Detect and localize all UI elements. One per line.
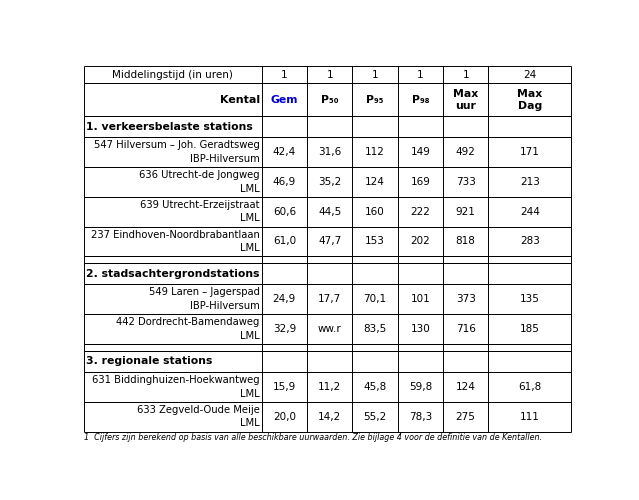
Text: 639 Utrecht-Erzeijstraat: 639 Utrecht-Erzeijstraat <box>140 200 259 210</box>
Text: LML: LML <box>240 214 259 224</box>
Text: IBP-Hilversum: IBP-Hilversum <box>190 154 259 164</box>
Text: 70,1: 70,1 <box>364 294 387 304</box>
Text: 633 Zegveld-Oude Meije: 633 Zegveld-Oude Meije <box>137 405 259 415</box>
Text: 24: 24 <box>523 70 536 80</box>
Text: 547 Hilversum – Joh. Geradtsweg: 547 Hilversum – Joh. Geradtsweg <box>94 140 259 150</box>
Text: 1: 1 <box>327 70 333 80</box>
Text: 61,8: 61,8 <box>518 382 541 392</box>
Text: 631 Biddinghuizen-Hoekwantweg: 631 Biddinghuizen-Hoekwantweg <box>92 375 259 385</box>
Text: 124: 124 <box>456 382 475 392</box>
Text: Gem: Gem <box>270 94 298 104</box>
Text: 32,9: 32,9 <box>273 324 296 334</box>
Text: 83,5: 83,5 <box>364 324 387 334</box>
Text: 636 Utrecht-de Jongweg: 636 Utrecht-de Jongweg <box>139 170 259 180</box>
Text: 42,4: 42,4 <box>273 147 296 157</box>
Text: Max
Dag: Max Dag <box>517 89 543 110</box>
Text: 202: 202 <box>410 236 430 246</box>
Text: 20,0: 20,0 <box>273 412 296 422</box>
Text: 2. stadsachtergrondstations: 2. stadsachtergrondstations <box>86 269 260 279</box>
Text: 1: 1 <box>281 70 288 80</box>
Text: 78,3: 78,3 <box>409 412 432 422</box>
Text: LML: LML <box>240 184 259 194</box>
Text: ww.r: ww.r <box>318 324 342 334</box>
Text: 55,2: 55,2 <box>364 412 387 422</box>
Text: 733: 733 <box>456 177 475 187</box>
Text: 35,2: 35,2 <box>318 177 341 187</box>
Text: 11,2: 11,2 <box>318 382 341 392</box>
Text: 112: 112 <box>365 147 385 157</box>
Text: 61,0: 61,0 <box>273 236 296 246</box>
Text: Max
uur: Max uur <box>453 89 478 110</box>
Text: 275: 275 <box>456 412 475 422</box>
Text: LML: LML <box>240 331 259 341</box>
Text: 169: 169 <box>410 177 430 187</box>
Text: 45,8: 45,8 <box>364 382 387 392</box>
Text: 1  Cijfers zijn berekend op basis van alle beschikbare uurwaarden. Zie bijlage 4: 1 Cijfers zijn berekend op basis van all… <box>84 434 542 442</box>
Text: IBP-Hilversum: IBP-Hilversum <box>190 301 259 311</box>
Text: 124: 124 <box>365 177 385 187</box>
Text: Middelingstijd (in uren): Middelingstijd (in uren) <box>112 70 233 80</box>
Text: 185: 185 <box>520 324 540 334</box>
Text: 14,2: 14,2 <box>318 412 341 422</box>
Text: 171: 171 <box>520 147 540 157</box>
Text: 244: 244 <box>520 206 540 216</box>
Text: 24,9: 24,9 <box>273 294 296 304</box>
Text: 283: 283 <box>520 236 540 246</box>
Text: 213: 213 <box>520 177 540 187</box>
Text: Kental: Kental <box>220 94 259 104</box>
Text: 135: 135 <box>520 294 540 304</box>
Text: 549 Laren – Jagerspad: 549 Laren – Jagerspad <box>149 288 259 298</box>
Text: 716: 716 <box>456 324 475 334</box>
Text: 492: 492 <box>456 147 475 157</box>
Text: 47,7: 47,7 <box>318 236 341 246</box>
Text: 111: 111 <box>520 412 540 422</box>
Text: LML: LML <box>240 418 259 428</box>
Text: 31,6: 31,6 <box>318 147 341 157</box>
Text: 818: 818 <box>456 236 475 246</box>
Text: 15,9: 15,9 <box>273 382 296 392</box>
Text: 3. regionale stations: 3. regionale stations <box>86 356 213 366</box>
Text: 373: 373 <box>456 294 475 304</box>
Text: 921: 921 <box>456 206 475 216</box>
Text: 101: 101 <box>410 294 430 304</box>
Text: 1: 1 <box>417 70 424 80</box>
Text: P₉₈: P₉₈ <box>412 94 429 104</box>
Text: LML: LML <box>240 244 259 254</box>
Text: 130: 130 <box>410 324 430 334</box>
Text: 237 Eindhoven-Noordbrabantlaan: 237 Eindhoven-Noordbrabantlaan <box>91 230 259 239</box>
Text: 44,5: 44,5 <box>318 206 341 216</box>
Text: 153: 153 <box>365 236 385 246</box>
Text: P₉₅: P₉₅ <box>366 94 384 104</box>
Text: 442 Dordrecht-Bamendaweg: 442 Dordrecht-Bamendaweg <box>116 317 259 327</box>
Text: 160: 160 <box>365 206 385 216</box>
Text: 149: 149 <box>410 147 430 157</box>
Text: 17,7: 17,7 <box>318 294 341 304</box>
Text: 59,8: 59,8 <box>409 382 432 392</box>
Text: 60,6: 60,6 <box>273 206 296 216</box>
Text: 1. verkeersbelaste stations: 1. verkeersbelaste stations <box>86 122 253 132</box>
Text: LML: LML <box>240 388 259 398</box>
Text: 1: 1 <box>463 70 469 80</box>
Text: 46,9: 46,9 <box>273 177 296 187</box>
Text: 222: 222 <box>410 206 430 216</box>
Text: P₅₀: P₅₀ <box>321 94 339 104</box>
Text: 1: 1 <box>372 70 378 80</box>
